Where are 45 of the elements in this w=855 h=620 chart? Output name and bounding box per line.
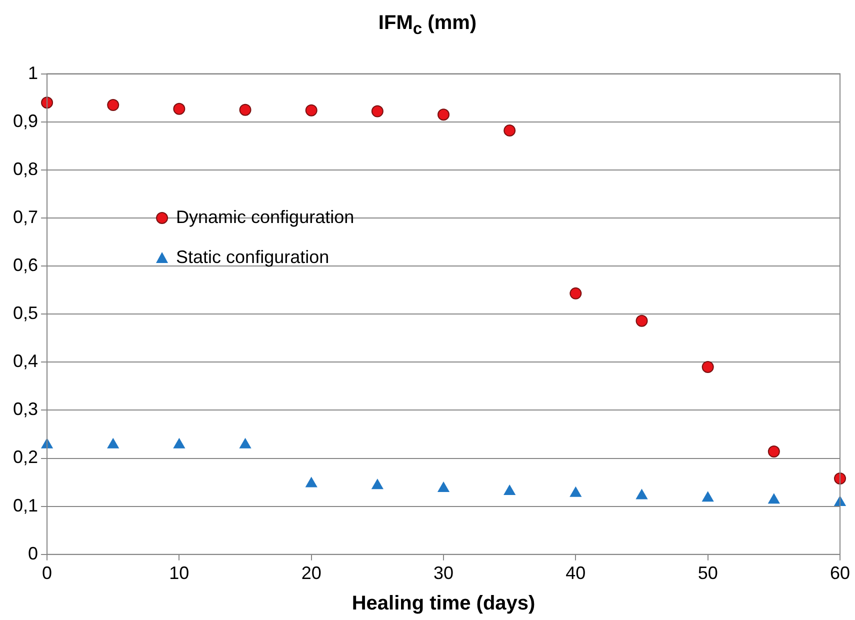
legend-label: Dynamic configuration xyxy=(176,206,354,227)
point xyxy=(305,104,318,116)
point xyxy=(107,438,120,448)
point xyxy=(371,478,384,490)
y-tick-label: 0,8 xyxy=(12,158,38,179)
x-tick-label: 30 xyxy=(433,563,454,584)
y-tick-label: 0,6 xyxy=(12,255,38,276)
point xyxy=(41,96,54,109)
y-tick-label: 0,7 xyxy=(12,206,38,227)
point xyxy=(239,438,252,448)
point xyxy=(173,438,186,448)
x-tick-label: 50 xyxy=(698,563,718,584)
y-tick-label: 1 xyxy=(28,62,38,83)
y-tick-label: 0 xyxy=(28,543,38,564)
y-tick-label: 0,2 xyxy=(12,447,38,468)
point xyxy=(107,99,120,112)
point xyxy=(504,124,516,137)
point xyxy=(570,486,582,497)
x-axis-title: Healing time (days) xyxy=(352,592,536,615)
point xyxy=(702,360,714,373)
y-tick-label: 0,4 xyxy=(12,351,38,372)
x-tick-label: 0 xyxy=(42,563,52,584)
y-tick-label: 0,1 xyxy=(12,495,38,516)
point xyxy=(173,102,186,115)
y-tick-label: 0,3 xyxy=(12,399,38,420)
x-tick-label: 20 xyxy=(301,563,322,584)
point xyxy=(768,493,780,504)
x-tick-label: 10 xyxy=(169,563,190,584)
point xyxy=(834,472,846,484)
x-tick-label: 60 xyxy=(830,563,850,584)
legend-label: Static configuration xyxy=(176,246,330,267)
point xyxy=(371,105,384,118)
y-tick-label: 0,9 xyxy=(12,110,38,131)
point xyxy=(305,476,318,488)
point xyxy=(504,484,516,495)
point xyxy=(239,104,252,116)
point xyxy=(702,491,714,502)
point xyxy=(570,287,582,300)
point xyxy=(636,488,648,500)
point xyxy=(438,108,450,121)
point xyxy=(636,314,648,327)
chart-title: IFM$_{c}$ (mm) xyxy=(377,12,478,39)
x-tick-label: 40 xyxy=(566,563,586,584)
point xyxy=(437,482,450,492)
y-tick-label: 0,5 xyxy=(12,303,38,324)
